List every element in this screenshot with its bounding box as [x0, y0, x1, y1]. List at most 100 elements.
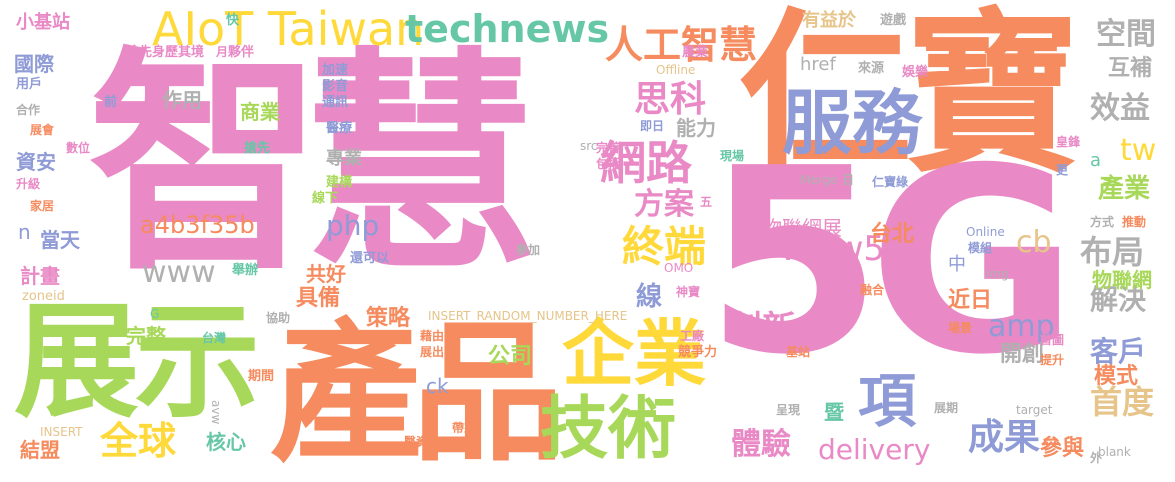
word: 日 — [842, 173, 855, 187]
word: 國際 — [14, 52, 54, 76]
word: 有益於 — [802, 10, 856, 31]
word: Merge — [800, 173, 838, 187]
word: 中 — [948, 254, 966, 275]
word: 近日 — [948, 288, 993, 313]
word: 方案 — [634, 187, 694, 222]
word: 公司 — [488, 344, 533, 369]
word: 企業 — [562, 312, 707, 396]
word: 提升 — [1040, 353, 1065, 367]
word: 參加 — [516, 243, 541, 257]
word: 人工智慧 — [605, 23, 758, 67]
word: 核心 — [206, 430, 246, 454]
word: 技術 — [540, 390, 677, 469]
word: 首度 — [1090, 383, 1155, 421]
word: 網路 — [600, 136, 692, 190]
word: 展會 — [30, 123, 55, 137]
word: 當天 — [40, 228, 80, 252]
word: 月 — [216, 45, 229, 59]
word: Offline — [656, 63, 696, 77]
word: 成果 — [968, 417, 1041, 458]
word: 客戶 — [1090, 335, 1147, 368]
word: 建構 — [326, 175, 353, 190]
word: 競爭力 — [678, 345, 718, 360]
word: 產業 — [1098, 174, 1151, 204]
word: 產品 — [270, 305, 564, 482]
word: 開創 — [1000, 342, 1045, 367]
word: delivery — [818, 433, 931, 466]
word: n — [18, 220, 31, 244]
word: zoneid — [22, 289, 65, 304]
word: 升級 — [16, 177, 41, 191]
word: 完整 — [126, 324, 166, 348]
word: 前 — [104, 95, 118, 110]
word: OMO — [664, 261, 694, 275]
word: 效益 — [1090, 91, 1150, 126]
word: php — [326, 209, 380, 242]
word: 模組 — [968, 241, 993, 255]
word: 合作 — [16, 103, 41, 117]
word: 參與 — [1040, 436, 1085, 461]
word: 計畫 — [20, 264, 60, 288]
word: 5G — [705, 114, 1078, 411]
word: 能力 — [676, 116, 716, 140]
word: 醫資 — [404, 435, 429, 449]
word: INSERT — [40, 425, 83, 439]
word: 家居 — [30, 199, 55, 213]
word: 展示 — [14, 290, 260, 435]
word: 智慧 — [88, 29, 538, 302]
word: 仁寶 — [738, 0, 1080, 197]
word: img — [986, 267, 1009, 281]
word: 專業 — [326, 148, 362, 169]
word: 外 — [1090, 451, 1103, 465]
word: 小基站 — [16, 12, 70, 33]
word: 加速 — [322, 63, 349, 78]
word: AIoT Taiwan — [152, 2, 425, 56]
word: 項 — [858, 367, 917, 435]
word: 仁寶綠 — [872, 175, 909, 189]
word: 台北 — [870, 222, 915, 247]
word: 創新 — [728, 309, 796, 349]
word: technews — [405, 7, 610, 51]
word: 空間 — [1096, 17, 1156, 52]
word: 終端 — [622, 222, 707, 271]
word: 呈現 — [776, 403, 801, 417]
word: 通訊 — [322, 95, 349, 110]
word: 共好 — [306, 262, 346, 286]
word: 模式 — [1094, 364, 1139, 389]
word: tw — [1120, 133, 1157, 168]
word: 帶來 — [452, 421, 477, 435]
word: 包括 — [596, 157, 621, 171]
word: 用戶 — [16, 77, 43, 92]
word: 工廠 — [680, 329, 705, 343]
word: 體驗 — [731, 427, 791, 462]
word: cb — [1016, 225, 1052, 260]
word: 線下 — [312, 191, 339, 206]
word: 現場 — [720, 149, 745, 163]
word: 作用 — [162, 88, 202, 112]
word: ck — [426, 374, 449, 398]
word: a — [1090, 150, 1102, 171]
word: 基站 — [786, 345, 811, 359]
word: blank — [1098, 445, 1131, 459]
word: 物聯網 — [1092, 268, 1152, 292]
word: 展期 — [934, 401, 959, 415]
word: Online — [966, 225, 1005, 239]
word: 皇鋒 — [1056, 135, 1081, 149]
word: 思科 — [634, 79, 707, 120]
word: www — [142, 255, 216, 290]
word: 五 — [700, 195, 713, 209]
word: 遊戲 — [880, 13, 907, 28]
word: 融合 — [860, 283, 885, 297]
word: 服務 — [782, 82, 922, 164]
word: amp — [988, 309, 1055, 344]
word: 期間 — [248, 369, 275, 384]
word: 數位 — [66, 141, 91, 155]
word: 搶先 — [244, 141, 271, 156]
word: 快 — [226, 13, 240, 28]
word: 舉辦 — [232, 263, 259, 278]
word: 具備 — [296, 286, 341, 311]
word: INSERT_RANDOM_NUMBER_HERE — [428, 309, 628, 323]
word: 商業 — [240, 100, 280, 124]
word: 完善 — [596, 141, 621, 155]
